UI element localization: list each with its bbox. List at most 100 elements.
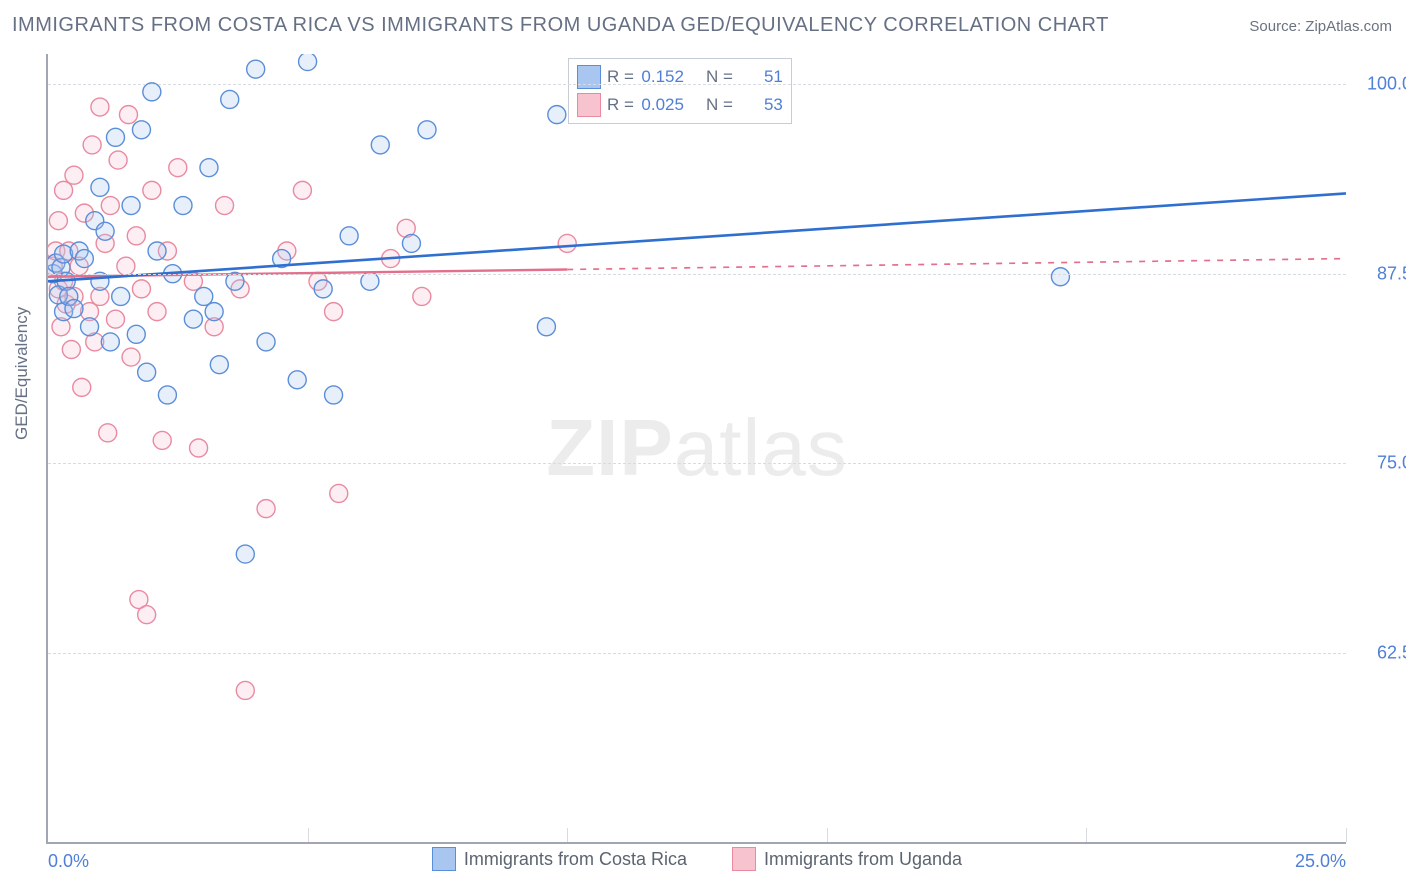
scatter-plot-svg xyxy=(48,54,1346,842)
legend-item-series-b: Immigrants from Uganda xyxy=(732,847,962,871)
gridline-h xyxy=(48,463,1346,464)
scatter-point-series-a xyxy=(288,371,306,389)
scatter-point-series-a xyxy=(205,303,223,321)
stats-row-series-b: R = 0.025 N = 53 xyxy=(577,91,783,119)
scatter-point-series-a xyxy=(195,287,213,305)
scatter-point-series-b xyxy=(49,212,67,230)
scatter-point-series-a xyxy=(221,90,239,108)
bottom-legend: Immigrants from Costa Rica Immigrants fr… xyxy=(48,847,1346,876)
y-axis-tick-label: 87.5% xyxy=(1356,263,1406,284)
y-axis-tick-label: 100.0% xyxy=(1356,74,1406,95)
scatter-point-series-a xyxy=(158,386,176,404)
scatter-point-series-b xyxy=(65,166,83,184)
scatter-point-series-b xyxy=(117,257,135,275)
y-axis-tick-label: 62.5% xyxy=(1356,642,1406,663)
trend-line-extrapolated-series-b xyxy=(567,259,1346,270)
scatter-point-series-a xyxy=(112,287,130,305)
scatter-point-series-a xyxy=(65,300,83,318)
stat-r-value-b: 0.025 xyxy=(640,95,684,115)
scatter-point-series-a xyxy=(418,121,436,139)
gridline-h xyxy=(48,653,1346,654)
scatter-point-series-b xyxy=(148,303,166,321)
scatter-point-series-b xyxy=(55,181,73,199)
scatter-point-series-a xyxy=(257,333,275,351)
gridline-v xyxy=(308,828,309,842)
scatter-point-series-a xyxy=(184,310,202,328)
scatter-point-series-a xyxy=(537,318,555,336)
stats-row-series-a: R = 0.152 N = 51 xyxy=(577,63,783,91)
legend-item-series-a: Immigrants from Costa Rica xyxy=(432,847,687,871)
source-attribution: Source: ZipAtlas.com xyxy=(1249,18,1392,35)
source-prefix: Source: xyxy=(1249,18,1305,35)
scatter-point-series-b xyxy=(236,681,254,699)
scatter-point-series-b xyxy=(330,484,348,502)
scatter-point-series-a xyxy=(402,234,420,252)
scatter-point-series-a xyxy=(75,250,93,268)
scatter-point-series-a xyxy=(148,242,166,260)
scatter-point-series-a xyxy=(143,83,161,101)
swatch-series-b-bottom xyxy=(732,847,756,871)
scatter-point-series-a xyxy=(210,356,228,374)
scatter-point-series-a xyxy=(371,136,389,154)
stat-r-label-b: R = xyxy=(607,95,634,115)
y-axis-tick-label: 75.0% xyxy=(1356,453,1406,474)
scatter-point-series-b xyxy=(99,424,117,442)
scatter-point-series-a xyxy=(299,54,317,71)
stat-n-value-b: 53 xyxy=(739,95,783,115)
scatter-point-series-a xyxy=(55,245,73,263)
scatter-point-series-b xyxy=(153,431,171,449)
scatter-point-series-a xyxy=(127,325,145,343)
scatter-point-series-b xyxy=(62,341,80,359)
swatch-series-b xyxy=(577,93,601,117)
source-link[interactable]: ZipAtlas.com xyxy=(1305,18,1392,35)
scatter-point-series-b xyxy=(122,348,140,366)
chart-container: IMMIGRANTS FROM COSTA RICA VS IMMIGRANTS… xyxy=(0,0,1406,892)
gridline-v xyxy=(827,828,828,842)
gridline-v xyxy=(1346,828,1347,842)
swatch-series-a-bottom xyxy=(432,847,456,871)
scatter-point-series-a xyxy=(96,222,114,240)
scatter-point-series-b xyxy=(83,136,101,154)
gridline-h xyxy=(48,84,1346,85)
trend-line-series-a xyxy=(48,193,1346,281)
scatter-point-series-a xyxy=(138,363,156,381)
scatter-point-series-b xyxy=(73,378,91,396)
scatter-point-series-a xyxy=(81,318,99,336)
scatter-point-series-b xyxy=(143,181,161,199)
scatter-point-series-b xyxy=(325,303,343,321)
scatter-point-series-a xyxy=(122,197,140,215)
scatter-point-series-b xyxy=(109,151,127,169)
scatter-point-series-b xyxy=(127,227,145,245)
stats-legend-box: R = 0.152 N = 51 R = 0.025 N = 53 xyxy=(568,58,792,124)
scatter-point-series-b xyxy=(190,439,208,457)
stat-n-label-b: N = xyxy=(706,95,733,115)
legend-label-series-b: Immigrants from Uganda xyxy=(764,849,962,870)
scatter-point-series-a xyxy=(101,333,119,351)
scatter-point-series-b xyxy=(558,234,576,252)
scatter-point-series-a xyxy=(314,280,332,298)
plot-area: ZIPatlas R = 0.152 N = 51 R = 0.025 N = … xyxy=(46,54,1346,844)
chart-title: IMMIGRANTS FROM COSTA RICA VS IMMIGRANTS… xyxy=(12,14,1109,37)
scatter-point-series-b xyxy=(169,159,187,177)
scatter-point-series-b xyxy=(413,287,431,305)
scatter-point-series-a xyxy=(132,121,150,139)
y-axis-label: GED/Equivalency xyxy=(12,307,32,440)
swatch-series-a xyxy=(577,65,601,89)
scatter-point-series-b xyxy=(132,280,150,298)
scatter-point-series-a xyxy=(1051,268,1069,286)
scatter-point-series-a xyxy=(174,197,192,215)
scatter-point-series-a xyxy=(91,178,109,196)
scatter-point-series-a xyxy=(106,128,124,146)
scatter-point-series-a xyxy=(340,227,358,245)
scatter-point-series-b xyxy=(119,106,137,124)
scatter-point-series-a xyxy=(200,159,218,177)
scatter-point-series-b xyxy=(91,98,109,116)
gridline-v xyxy=(567,828,568,842)
gridline-v xyxy=(1086,828,1087,842)
legend-label-series-a: Immigrants from Costa Rica xyxy=(464,849,687,870)
scatter-point-series-b xyxy=(101,197,119,215)
scatter-point-series-a xyxy=(325,386,343,404)
scatter-point-series-b xyxy=(216,197,234,215)
scatter-point-series-b xyxy=(106,310,124,328)
scatter-point-series-a xyxy=(236,545,254,563)
